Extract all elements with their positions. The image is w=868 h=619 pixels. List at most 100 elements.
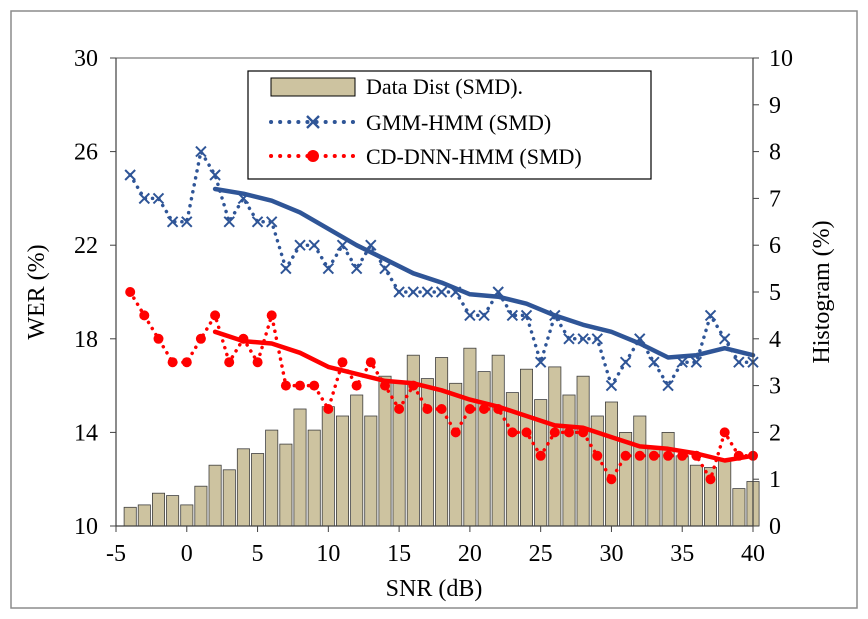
histogram-bar — [675, 455, 689, 527]
legend-label-dnn: CD-DNN-HMM (SMD) — [366, 144, 582, 169]
gmm-marker — [435, 286, 448, 298]
x-tick-label: 40 — [741, 541, 765, 567]
gmm-marker — [166, 216, 179, 228]
gmm-marker — [322, 262, 335, 275]
dnn-marker — [691, 450, 702, 461]
x-tick-label: 15 — [387, 541, 411, 567]
gmm-marker — [280, 262, 292, 275]
dnn-marker — [408, 380, 419, 391]
legend-swatch-dnn — [269, 150, 357, 162]
histogram-bar — [378, 375, 392, 527]
dnn-marker — [606, 474, 617, 485]
y-tick-label-right: 7 — [769, 186, 781, 212]
histogram-bar — [194, 485, 208, 527]
gmm-marker — [294, 239, 306, 251]
dnn-marker — [450, 427, 461, 438]
histogram-bar — [222, 469, 236, 527]
gmm-marker — [181, 216, 193, 228]
dnn-marker — [238, 333, 249, 344]
dnn-marker — [266, 310, 277, 321]
dnn-marker — [380, 380, 390, 391]
tick-labels: -5 0 5 10 15 20 25 30 35 40 10 14 18 22 26 30 0 1 2 3 4 5 6 7 8 9… — [74, 46, 793, 567]
dnn-marker — [139, 310, 150, 321]
histogram-bar — [576, 375, 590, 527]
y-tick-label-right: 8 — [769, 140, 781, 166]
dnn-marker — [479, 404, 489, 414]
gmm-marker — [690, 356, 703, 368]
y-axis-label-right: Histogram (%) — [809, 220, 835, 363]
legend-swatch-gmm — [269, 115, 357, 129]
trend-lines — [212, 186, 756, 463]
dnn-marker — [464, 404, 475, 414]
gmm-marker — [492, 286, 504, 298]
axes — [110, 57, 759, 532]
histogram-bar — [420, 378, 434, 527]
gmm-marker — [520, 309, 533, 322]
gmm-marker — [421, 286, 434, 298]
gmm-marker — [634, 333, 646, 345]
gmm-marker — [138, 192, 151, 205]
histogram-bar — [562, 394, 576, 527]
gmm-marker — [506, 309, 519, 322]
dnn-marker — [493, 404, 504, 414]
legend-label-histogram: Data Dist (SMD). — [366, 74, 523, 99]
y-tick-label-right: 1 — [769, 467, 781, 493]
gmm-marker — [704, 309, 717, 322]
histogram-bar — [548, 366, 562, 527]
dnn-marker — [705, 474, 716, 485]
gmm-marker — [365, 239, 377, 251]
legend-x-marker — [306, 115, 320, 129]
dnn-marker — [578, 427, 589, 438]
dnn-marker — [167, 357, 178, 368]
gmm-marker — [563, 333, 575, 345]
y-tick-label-right: 10 — [769, 46, 793, 72]
gmm-marker — [308, 239, 320, 251]
y-tick-label-right: 5 — [769, 280, 781, 306]
histogram-bar — [449, 382, 463, 527]
legend-label-gmm: GMM-HMM (SMD) — [366, 110, 551, 135]
gmm-marker — [534, 356, 547, 368]
histogram-bar — [251, 453, 265, 527]
gmm-marker — [676, 356, 688, 368]
gmm-marker — [393, 286, 405, 298]
dnn-marker — [280, 380, 291, 391]
y-tick-label-right: 0 — [769, 514, 781, 540]
histogram-bar — [718, 460, 732, 527]
gmm-marker — [407, 286, 419, 298]
gmm-marker — [152, 192, 165, 205]
dnn-marker — [620, 450, 631, 461]
histogram-bar — [633, 415, 647, 527]
histogram-bar — [279, 443, 293, 527]
gmm-marker — [619, 356, 632, 368]
y-tick-label-left: 18 — [74, 327, 98, 353]
dnn-marker — [351, 380, 362, 391]
dnn-marker — [521, 427, 532, 438]
gmm-marker — [549, 309, 561, 322]
gmm-marker — [266, 216, 278, 228]
gmm-marker — [605, 379, 618, 392]
gmm-marker — [251, 216, 264, 228]
dnn-marker — [422, 404, 433, 414]
histogram-bar — [477, 371, 491, 527]
y-tick-label-right: 9 — [769, 93, 781, 119]
x-tick-label: 35 — [670, 541, 694, 567]
gmm-marker — [718, 333, 731, 345]
y-tick-label-left: 14 — [74, 420, 98, 446]
dnn-marker — [549, 427, 560, 438]
y-tick-label-right: 2 — [769, 420, 781, 446]
gmm-marker — [577, 333, 589, 345]
y-tick-label-right: 4 — [769, 327, 781, 353]
y-tick-label-left: 22 — [74, 233, 98, 259]
histogram-bar — [335, 415, 349, 527]
dnn-marker — [677, 450, 688, 461]
y-tick-label-left: 10 — [74, 514, 98, 540]
dnn-marker — [507, 427, 518, 438]
series-markers — [124, 145, 759, 485]
histogram-bar — [321, 406, 335, 527]
histogram-bar — [293, 408, 307, 527]
histogram-bar — [619, 431, 633, 527]
x-tick-label: -5 — [106, 541, 126, 567]
gmm-trend-line — [212, 186, 756, 360]
